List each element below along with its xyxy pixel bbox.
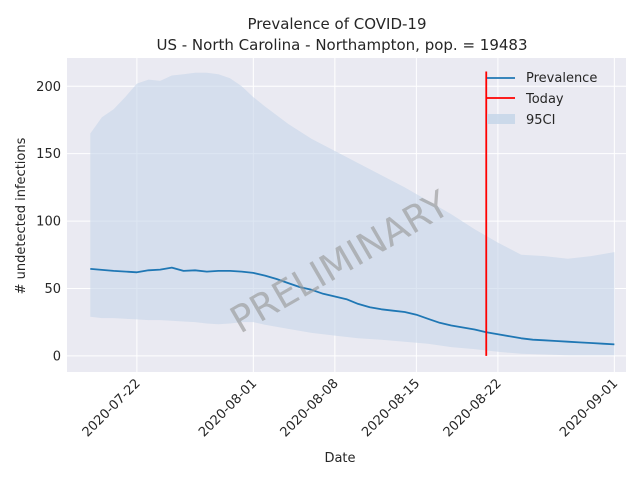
y-tick-label: 100: [36, 215, 61, 230]
x-axis-label: Date: [324, 451, 355, 466]
y-tick-label: 200: [36, 80, 61, 95]
x-tick-label: 2020-08-08: [278, 376, 342, 440]
legend-today-label: Today: [525, 92, 564, 107]
y-axis-label: # undetected infections: [14, 137, 29, 294]
x-tick-label: 2020-08-22: [441, 376, 505, 440]
y-tick-label: 0: [53, 349, 61, 364]
y-tick-label: 50: [44, 282, 61, 297]
legend-prevalence-label: Prevalence: [526, 71, 597, 86]
legend: Prevalence Today 95CI: [487, 71, 597, 128]
y-tick-label: 150: [36, 147, 61, 162]
x-tick-label: 2020-08-15: [359, 376, 423, 440]
ci-band-area: [90, 72, 615, 356]
prevalence-line: [90, 266, 615, 346]
y-tick-labels: 0 50 100 150 200: [36, 80, 61, 365]
series-lines: [90, 266, 615, 346]
chart-subtitle: US - North Carolina - Northampton, pop. …: [156, 36, 527, 54]
x-tick-labels: 2020-07-22 2020-08-01 2020-08-08 2020-08-15…: [80, 376, 622, 440]
chart-title: Prevalence of COVID-19: [247, 15, 426, 33]
x-tick-label: 2020-07-22: [80, 376, 144, 440]
confidence-band: [90, 72, 615, 356]
legend-95ci-label: 95CI: [526, 113, 555, 128]
x-tick-label: 2020-09-01: [557, 376, 621, 440]
legend-95ci-swatch: [487, 114, 515, 124]
x-tick-label: 2020-08-01: [196, 376, 260, 440]
